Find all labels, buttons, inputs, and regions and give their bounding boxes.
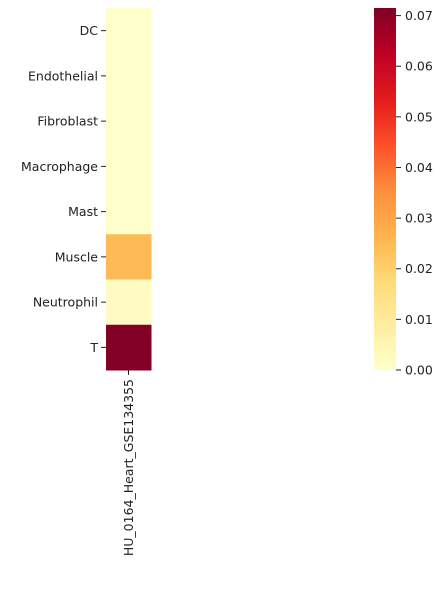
colorbar-tick-label: 0.00 [405,363,433,378]
heatmap-cell [106,98,152,145]
colorbar: 0.00 0.01 0.02 0.03 0.04 0.05 0.06 0.07 [374,8,433,378]
heatmap-cell [106,279,152,326]
row-label: Muscle [55,249,99,264]
colorbar-tick-label: 0.07 [405,8,433,23]
heatmap-cell [106,143,152,190]
heatmap-cell [106,8,152,54]
heatmap-cell [106,53,152,99]
row-label: Macrophage [21,159,98,174]
colorbar-tick-label: 0.02 [405,261,433,276]
row-label: Fibroblast [37,114,98,129]
heatmap-cells [106,8,152,371]
row-label: Neutrophil [33,295,98,310]
colorbar-tick-label: 0.01 [405,312,433,327]
row-label: T [89,340,98,355]
colorbar-tick-label: 0.04 [405,160,433,175]
heatmap-cell [106,324,152,371]
heatmap-cell [106,189,152,235]
column-label: HU_0164_Heart_GSE134355 [121,379,136,556]
colorbar-gradient [374,8,396,370]
colorbar-tick-label: 0.06 [405,59,433,74]
colorbar-tick-label: 0.05 [405,109,433,124]
row-label: DC [80,23,99,38]
row-label: Mast [68,204,98,219]
row-labels: DC Endothelial Fibroblast Macrophage Mast Mus… [21,23,106,355]
heatmap-cell [106,234,152,280]
row-label: Endothelial [28,68,98,83]
colorbar-tick-label: 0.03 [405,211,433,226]
column-labels: HU_0164_Heart_GSE134355 [121,370,136,556]
